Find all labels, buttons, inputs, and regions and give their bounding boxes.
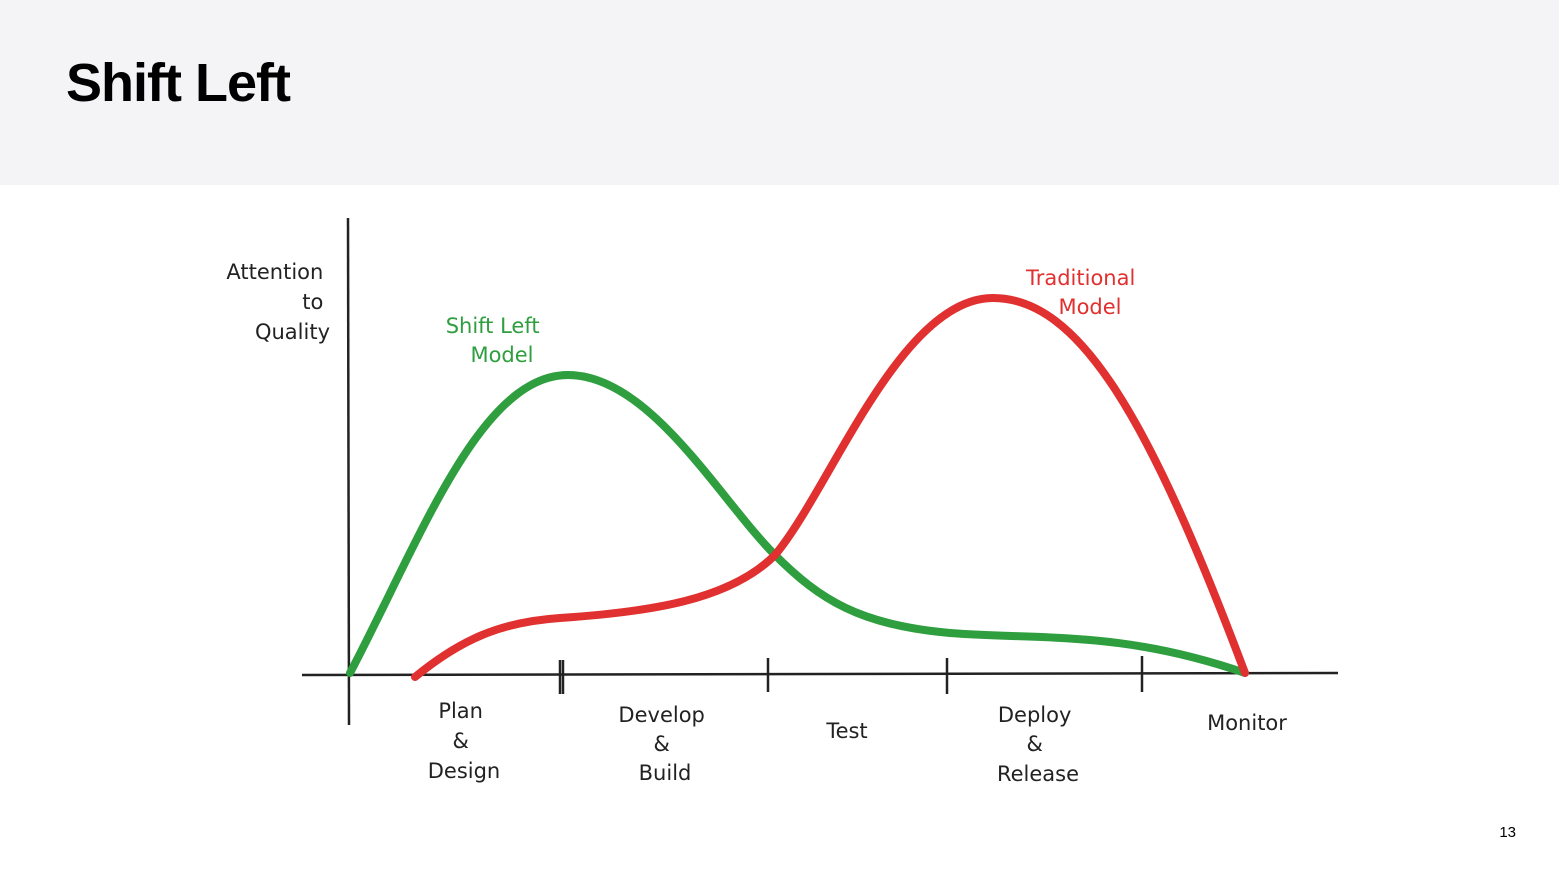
label-line: Test: [825, 719, 867, 743]
phase-label: Monitor: [1207, 711, 1287, 735]
label-line: Attention: [226, 260, 323, 284]
phase-label: Test: [825, 719, 867, 743]
label-line: Model: [1058, 295, 1121, 319]
shift-left-label: Shift Left Model: [446, 314, 547, 367]
label-line: to: [302, 290, 323, 314]
y-axis-label: Attention to Quality: [226, 260, 330, 344]
label-line: Shift Left: [446, 314, 540, 338]
label-line: Deploy: [998, 703, 1072, 727]
label-line: Model: [470, 343, 533, 367]
label-line: &: [452, 729, 468, 753]
shift-left-curve: [346, 370, 1249, 677]
x-axis: [301, 671, 1339, 677]
label-line: &: [653, 732, 669, 756]
header: Shift Left: [0, 0, 1559, 185]
label-line: Traditional: [1025, 266, 1135, 290]
label-line: Design: [428, 759, 501, 783]
page-number: 13: [1499, 824, 1516, 841]
phase-label: Develop & Build: [618, 703, 711, 785]
label-line: &: [1026, 732, 1042, 756]
traditional-curve: [411, 293, 1249, 681]
y-axis: [346, 217, 351, 726]
label-line: Release: [997, 762, 1079, 786]
label-line: Monitor: [1207, 711, 1287, 735]
traditional-label: Traditional Model: [1025, 266, 1142, 319]
phase-dividers: [558, 656, 1144, 694]
label-line: Develop: [618, 703, 704, 727]
phase-label: Deploy & Release: [997, 703, 1079, 786]
label-line: Build: [639, 761, 692, 785]
label-line: Quality: [255, 320, 330, 344]
phase-label: Plan & Design: [428, 699, 501, 783]
label-line: Plan: [438, 699, 483, 723]
slide-title: Shift Left: [66, 53, 291, 113]
